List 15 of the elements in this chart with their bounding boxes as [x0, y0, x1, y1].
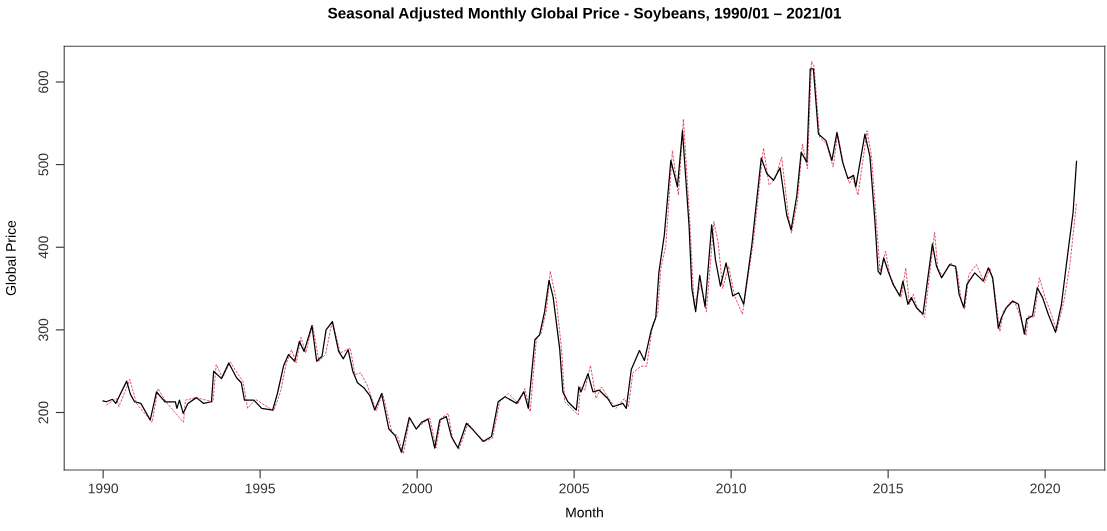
y-axis-title: Global Price — [5, 220, 16, 296]
chart-title: Seasonal Adjusted Monthly Global Price - Soybeans, 1990/01 – 2021/01 — [327, 7, 842, 22]
x-tick-label: 2005 — [559, 483, 589, 494]
y-tick-label: 600 — [38, 70, 49, 93]
x-tick-label: 1990 — [88, 483, 119, 494]
x-tick-label: 2010 — [716, 483, 747, 494]
y-tick-label: 300 — [38, 318, 49, 341]
y-tick-label: 500 — [38, 153, 49, 176]
y-tick-label: 400 — [38, 236, 49, 259]
x-axis-title: Month — [566, 507, 603, 518]
x-tick-label: 1995 — [245, 483, 276, 494]
x-tick-label: 2000 — [402, 483, 433, 494]
y-tick-label: 200 — [38, 401, 49, 424]
x-tick-label: 2015 — [873, 483, 903, 494]
x-tick-label: 2020 — [1030, 483, 1061, 494]
